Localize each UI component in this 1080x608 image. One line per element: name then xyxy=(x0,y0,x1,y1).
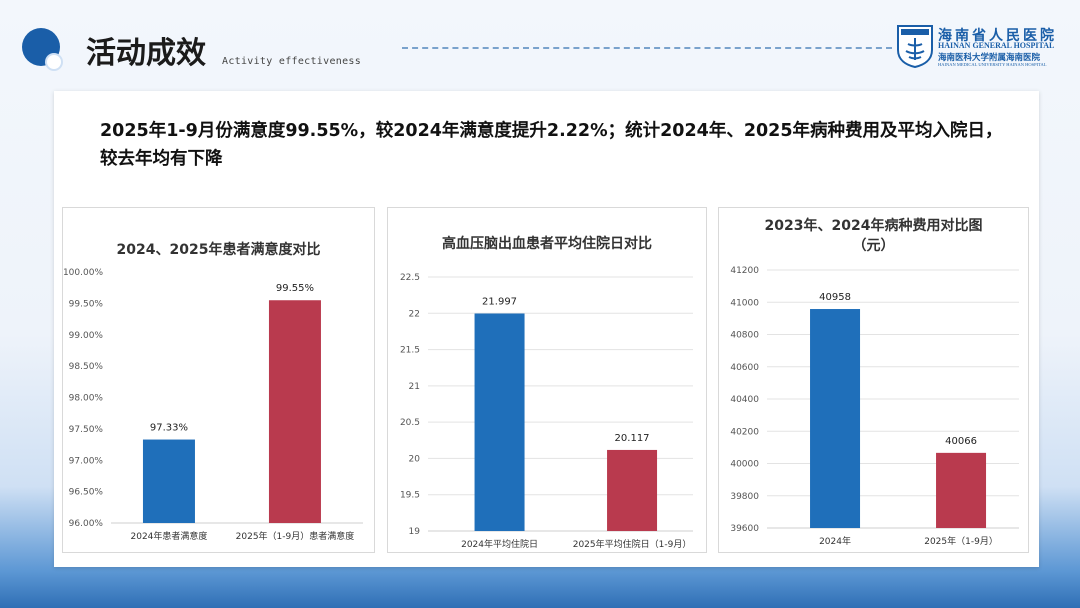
y-tick-label: 96.00% xyxy=(69,519,104,529)
y-tick-label: 98.00% xyxy=(69,394,104,404)
hospital-stay-chart-panel: 19 19.5 20 20.5 21 21.5 22 22.5 21.997 2024年平均住院日… xyxy=(387,207,707,553)
y-tick-label: 97.00% xyxy=(69,456,104,466)
category-label: 2024年 xyxy=(819,535,851,547)
y-tick-label: 40600 xyxy=(730,363,759,373)
y-tick-label: 22.5 xyxy=(400,273,420,283)
y-tick-label: 21.5 xyxy=(400,346,420,356)
chart-title-line2: （元） xyxy=(852,238,895,254)
data-label: 40958 xyxy=(819,292,851,303)
bar xyxy=(268,300,321,523)
category-label: 2025年平均住院日（1-9月） xyxy=(573,538,692,550)
header-divider xyxy=(402,47,892,49)
satisfaction-chart-panel: 96.00% 96.50% 97.00% 97.50% 98.00% 98.50% 99.0… xyxy=(62,207,375,553)
data-label: 20.117 xyxy=(615,433,650,444)
category-label: 2025年（1-9月）患者满意度 xyxy=(236,530,355,542)
y-tick-label: 96.50% xyxy=(69,488,104,498)
chart-svg: 39600 39800 40000 40200 40400 40600 40800 41000… xyxy=(730,266,1019,547)
cost-chart-panel: 39600 39800 40000 40200 40400 40600 40800 41000… xyxy=(718,207,1029,553)
bar xyxy=(810,309,861,528)
data-label: 97.33% xyxy=(150,423,188,434)
hospital-emblem-icon xyxy=(897,25,933,68)
y-tick-label: 19.5 xyxy=(400,491,420,501)
chart-title-line1: 2023年、2024年病种费用对比图 xyxy=(764,218,983,234)
chart-title: 2024、2025年患者满意度对比 xyxy=(116,242,321,258)
y-tick-label: 97.50% xyxy=(69,425,104,435)
content-card: 2025年1-9月份满意度99.55%，较2024年满意度提升2.22%；统计2… xyxy=(54,91,1039,567)
y-tick-label: 21 xyxy=(409,382,420,392)
data-label: 99.55% xyxy=(276,283,314,294)
category-label: 2024年患者满意度 xyxy=(131,530,208,542)
bar xyxy=(474,313,525,531)
page-title: 活动成效 xyxy=(86,36,206,71)
chart-svg: 19 19.5 20 20.5 21 21.5 22 22.5 21.997 2024年平均住院日… xyxy=(400,273,693,550)
bar xyxy=(607,449,658,531)
category-label: 2025年（1-9月） xyxy=(924,535,998,547)
hospital-logo: 海南省人民医院 HAINAN GENERAL HOSPITAL 海南医科大学附属… xyxy=(896,24,1076,70)
y-tick-label: 40000 xyxy=(730,460,759,470)
y-tick-label: 39800 xyxy=(730,492,759,502)
page-subtitle: Activity effectiveness xyxy=(222,56,362,67)
bar xyxy=(142,439,195,523)
y-tick-label: 40800 xyxy=(730,331,759,341)
summary-headline: 2025年1-9月份满意度99.55%，较2024年满意度提升2.22%；统计2… xyxy=(100,121,1003,169)
y-tick-label: 40200 xyxy=(730,427,759,437)
logo-cn-affiliation: 海南医科大学附属海南医院 xyxy=(938,53,1041,63)
y-tick-label: 99.50% xyxy=(69,299,104,309)
y-tick-label: 20 xyxy=(409,454,421,464)
category-label: 2024年平均住院日 xyxy=(461,538,538,550)
y-tick-label: 19 xyxy=(409,527,421,537)
y-tick-label: 100.00% xyxy=(63,268,103,278)
y-tick-label: 40400 xyxy=(730,395,759,405)
y-tick-label: 39600 xyxy=(730,524,759,534)
data-label: 40066 xyxy=(945,436,977,447)
y-tick-label: 41000 xyxy=(730,298,759,308)
y-tick-label: 98.50% xyxy=(69,362,104,372)
bar xyxy=(936,452,987,528)
y-tick-label: 22 xyxy=(409,309,420,319)
header-decor-dot xyxy=(47,55,61,69)
logo-cn-name: 海南省人民医院 xyxy=(938,28,1057,44)
y-tick-label: 99.00% xyxy=(69,331,104,341)
y-tick-label: 41200 xyxy=(730,266,759,276)
logo-en-name: HAINAN GENERAL HOSPITAL xyxy=(938,41,1055,50)
y-tick-label: 20.5 xyxy=(400,418,420,428)
chart-svg: 96.00% 96.50% 97.00% 97.50% 98.00% 98.50% 99.0… xyxy=(63,268,363,542)
data-label: 21.997 xyxy=(482,297,517,308)
chart-title: 高血压脑出血患者平均住院日对比 xyxy=(442,236,652,252)
logo-en-affiliation: HAINAN MEDICAL UNIVERSITY HAINAN HOSPITA… xyxy=(938,62,1047,67)
